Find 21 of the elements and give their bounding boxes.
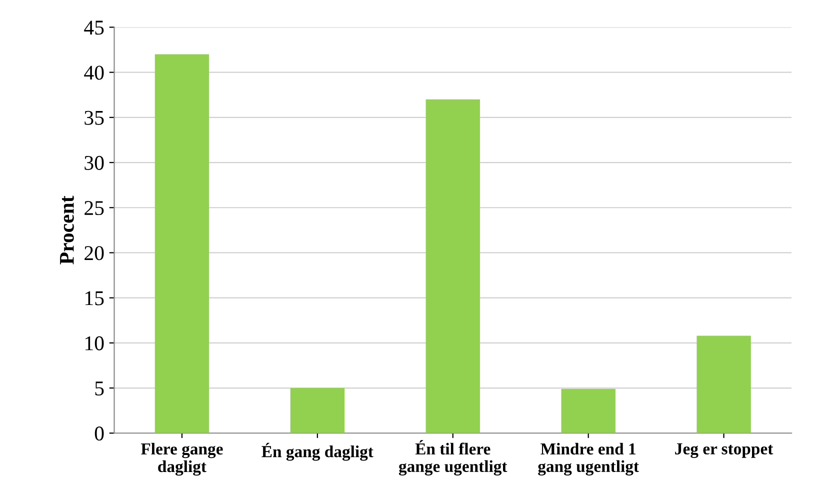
y-tick-label: 40 [84,66,104,80]
y-tick-label: 20 [84,246,104,260]
bar [426,99,480,434]
x-tick-label: Én gang dagligt [262,442,374,461]
y-tick-label: 30 [84,156,104,170]
y-tick-label: 0 [94,426,104,441]
bar [696,336,751,434]
bar [290,388,345,434]
bar [154,54,210,434]
y-tick-label: 45 [84,20,104,35]
x-tick-label: Mindre end 1 gang ugentligt [538,442,639,476]
bar [561,388,616,434]
x-tick-label: Én til flere gange ugentligt [398,440,508,476]
y-tick-label: 15 [86,291,104,306]
y-tick-label: 5 [95,382,104,396]
y-axis-title: Procent [60,196,74,264]
x-tick-label: Jeg er stoppet [675,443,774,458]
x-tick-label: Flere gange dagligt [140,442,223,476]
y-tick-label: 25 [84,201,104,216]
y-tick-label: 10 [86,336,104,350]
y-tick-label: 35 [84,110,104,125]
